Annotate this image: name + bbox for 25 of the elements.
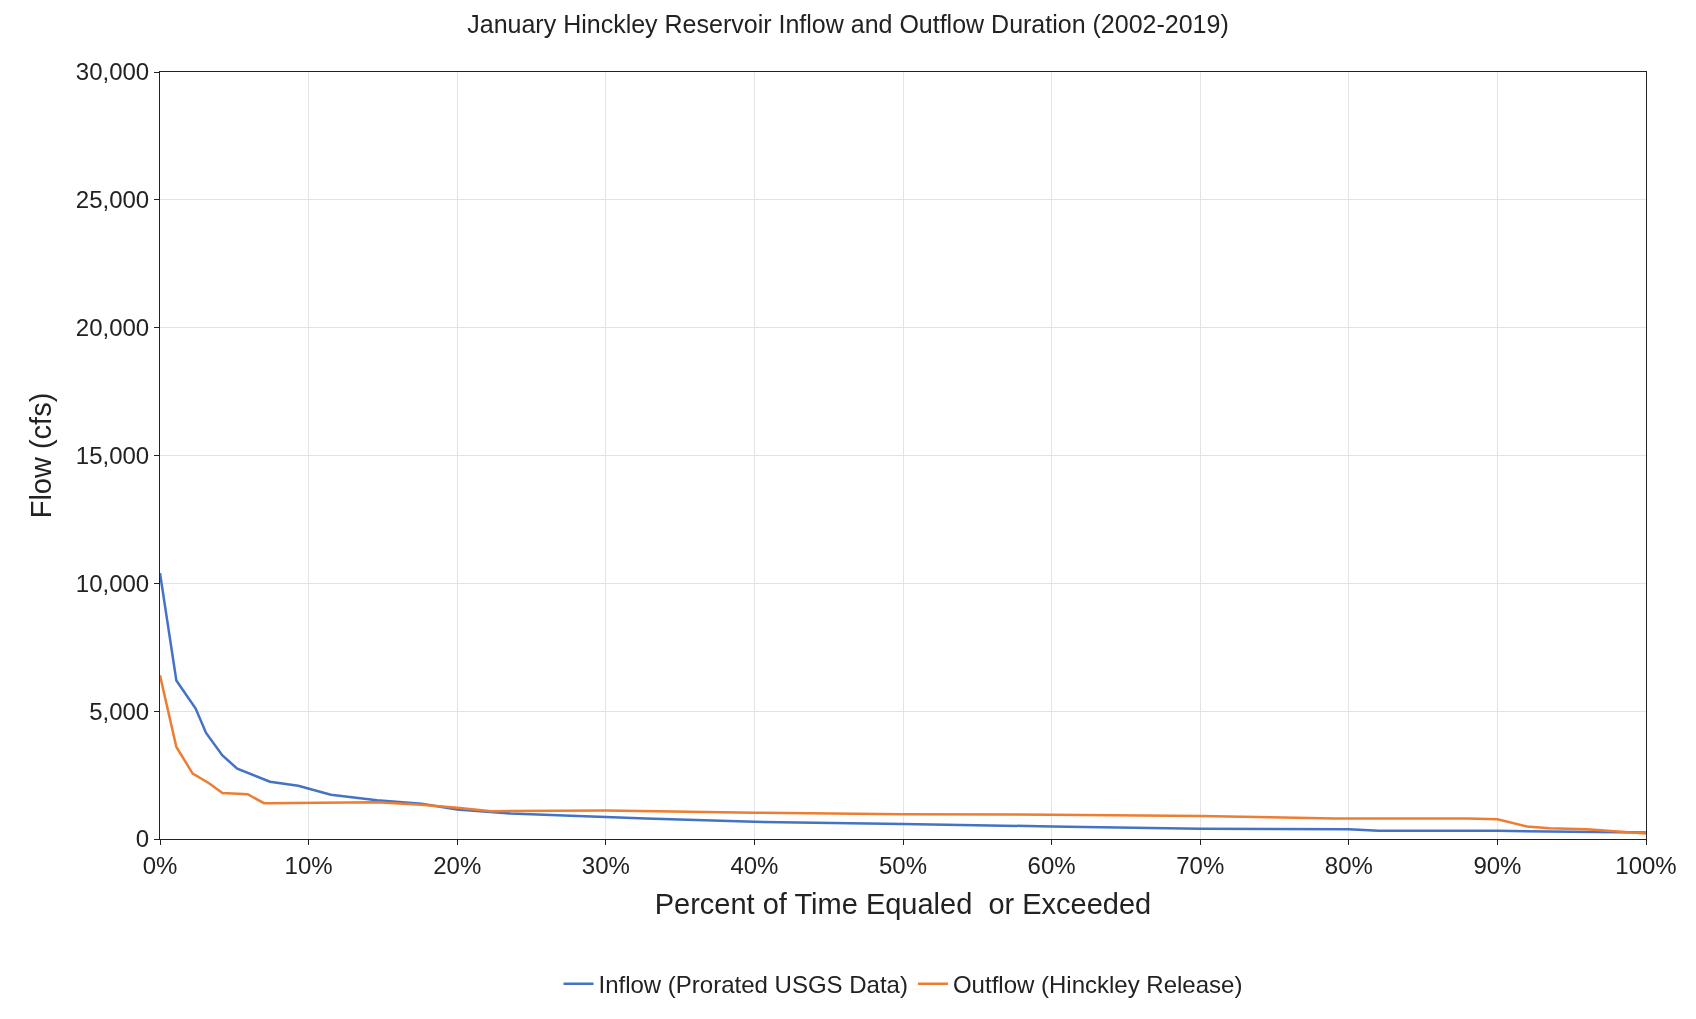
- x-tick-label: 30%: [581, 851, 630, 879]
- x-axis-title: Percent of Time Equaled or Exceeded: [654, 887, 1152, 920]
- x-tick-label: 50%: [878, 851, 928, 879]
- y-tick-label: 10,000: [75, 569, 150, 597]
- y-tick-label: 0: [135, 825, 150, 853]
- y-tick-label: 5,000: [89, 697, 150, 725]
- x-tick-label: 80%: [1324, 851, 1373, 879]
- y-axis-title: Flow (cfs): [25, 392, 58, 519]
- legend-label: Outflow (Hinckley Release): [952, 971, 1243, 999]
- y-tick-label: 15,000: [75, 441, 150, 469]
- line-series: [160, 674, 1646, 835]
- x-tick-label: 40%: [730, 851, 779, 879]
- legend-label: Inflow (Prorated USGS Data): [598, 971, 908, 999]
- x-tick-label: 90%: [1473, 851, 1522, 879]
- chart-title: January Hinckley Reservoir Inflow and Outflow Duration (2002-2019): [467, 9, 1229, 38]
- x-tick-label: 70%: [1176, 851, 1225, 879]
- line-series: [160, 571, 1646, 834]
- y-tick-label: 30,000: [75, 58, 150, 86]
- x-tick-label: 100%: [1615, 851, 1677, 879]
- x-tick-label: 10%: [284, 851, 333, 879]
- y-tick-label: 20,000: [75, 314, 150, 342]
- y-tick-label: 25,000: [75, 186, 150, 214]
- x-tick-label: 60%: [1027, 851, 1076, 879]
- x-tick-label: 0%: [142, 851, 178, 879]
- x-tick-label: 20%: [433, 851, 482, 879]
